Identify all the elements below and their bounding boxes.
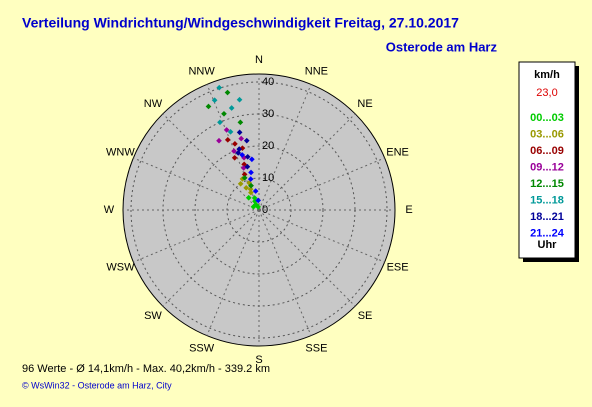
data-point — [211, 97, 218, 104]
data-point — [241, 171, 248, 178]
data-point — [231, 154, 238, 161]
data-point — [244, 153, 251, 160]
direction-label: SE — [358, 310, 373, 322]
data-point — [251, 195, 258, 201]
data-point — [227, 128, 234, 135]
direction-label: ENE — [386, 147, 409, 159]
data-point — [205, 103, 212, 110]
data-point — [245, 194, 252, 201]
radial-tick-label: 0 — [262, 204, 268, 216]
data-point — [255, 204, 262, 210]
data-point — [252, 188, 259, 194]
chart-subtitle: Osterode am Harz — [386, 39, 498, 54]
radial-tick-label: 30 — [262, 108, 274, 120]
data-point — [241, 175, 248, 181]
data-point — [248, 169, 254, 176]
legend-entry: 21...24 — [530, 227, 565, 239]
data-point — [217, 119, 223, 126]
data-point — [232, 141, 238, 147]
direction-label: E — [405, 204, 412, 216]
data-point — [249, 156, 255, 163]
direction-label: N — [255, 54, 263, 66]
radial-tick-label: 40 — [262, 76, 274, 88]
chart-title: Verteilung Windrichtung/Windgeschwindigk… — [22, 15, 459, 31]
data-point — [237, 180, 244, 187]
direction-label: ESE — [387, 261, 409, 273]
direction-label: NE — [357, 98, 372, 110]
direction-label: W — [104, 204, 115, 216]
legend-entry: 12...15 — [530, 178, 564, 190]
footer: 96 Werte - Ø 14,1km/h - Max. 40,2km/h - … — [22, 363, 270, 375]
legend-entry: 06...09 — [530, 145, 564, 157]
data-point — [255, 197, 261, 204]
data-point — [248, 189, 254, 196]
data-point — [221, 110, 227, 117]
legend-entry: 18...21 — [530, 211, 564, 223]
direction-label: WNW — [106, 147, 135, 159]
data-point — [250, 203, 257, 210]
legend-entry: 09...12 — [530, 161, 564, 173]
data-point — [228, 105, 235, 111]
data-point — [243, 185, 250, 191]
radial-tick-label: 20 — [262, 140, 274, 152]
legend-title: km/h — [534, 69, 560, 81]
direction-label: SW — [144, 310, 162, 322]
data-point — [239, 152, 245, 158]
data-point — [244, 163, 251, 170]
data-point — [247, 176, 254, 182]
grid-ring — [162, 113, 356, 307]
direction-label: NNE — [305, 65, 328, 77]
direction-label: NW — [144, 98, 163, 110]
data-point — [247, 186, 254, 193]
data-point — [216, 137, 222, 144]
radial-tick-label: 10 — [262, 172, 274, 184]
legend-entry: 15...18 — [530, 194, 564, 206]
legend-entry: 00...03 — [530, 112, 564, 124]
data-point — [236, 129, 243, 136]
grid-ring — [130, 81, 388, 339]
data-point — [248, 182, 254, 189]
data-point — [216, 84, 223, 91]
direction-label: S — [255, 354, 262, 366]
data-point — [224, 137, 231, 143]
legend-value: 23,0 — [536, 87, 557, 99]
data-point — [237, 119, 244, 126]
data-point — [235, 150, 242, 156]
direction-label: WSW — [106, 261, 135, 273]
data-point — [236, 96, 243, 103]
data-point — [223, 127, 230, 133]
data-point — [231, 148, 237, 154]
data-point — [224, 89, 231, 96]
legend-box — [518, 61, 576, 259]
direction-label: SSW — [189, 342, 215, 354]
grid-ring — [226, 177, 292, 243]
credit: © WsWin32 - Osterode am Harz, City — [22, 380, 172, 390]
legend-entry: 03...06 — [530, 128, 564, 140]
direction-label: NNW — [188, 65, 215, 77]
data-point — [243, 137, 250, 144]
grid-ring — [194, 145, 324, 275]
legend-footer: Uhr — [538, 239, 558, 251]
data-point — [238, 135, 245, 142]
direction-label: SSE — [305, 342, 327, 354]
